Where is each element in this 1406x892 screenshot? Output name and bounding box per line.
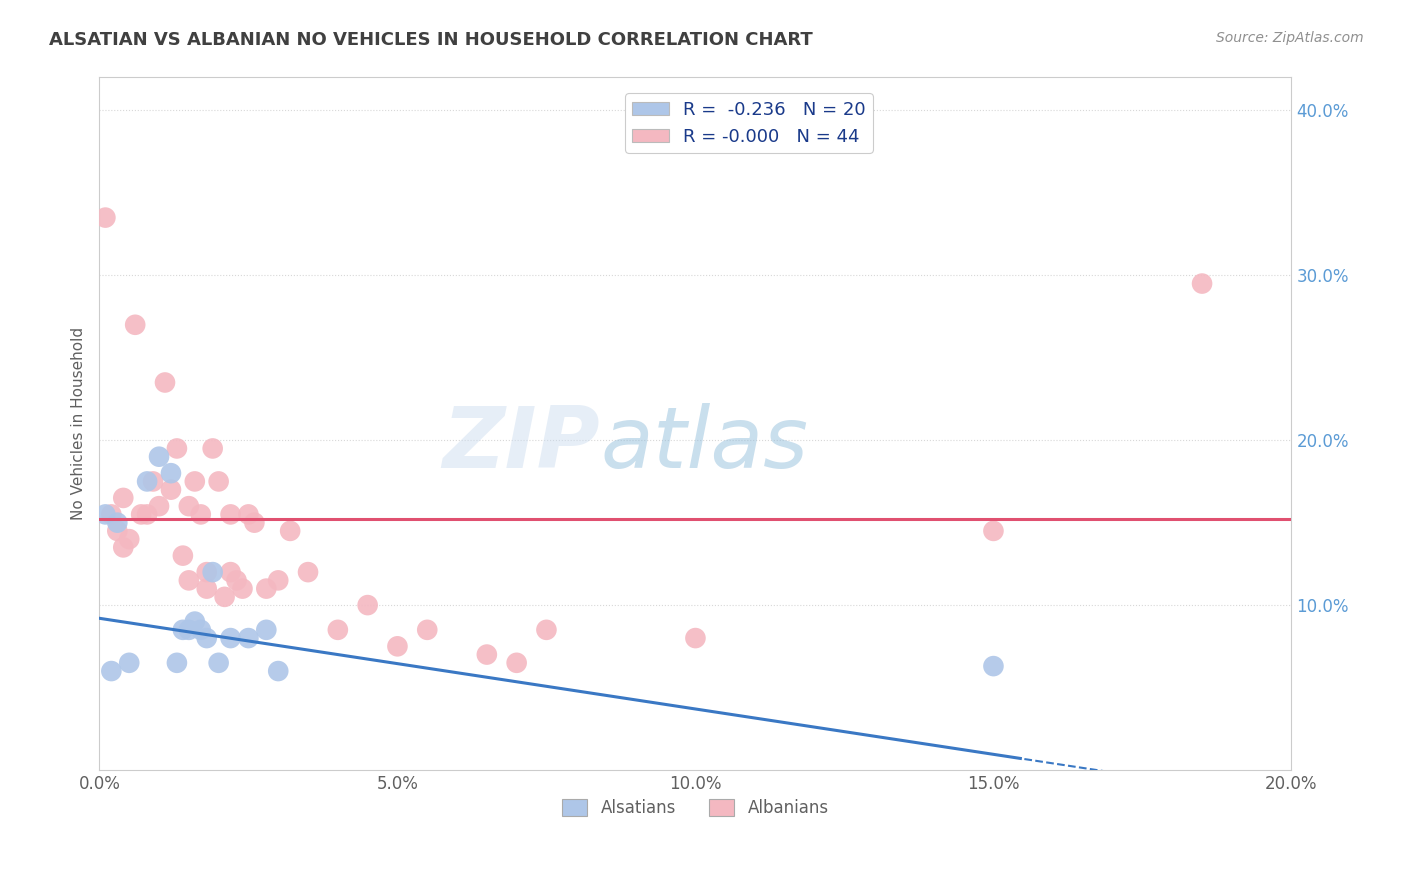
Point [297, 565, 319, 579]
Point [536, 623, 558, 637]
Point [208, 656, 231, 670]
Point [166, 656, 188, 670]
Point [172, 623, 194, 637]
Point [124, 318, 146, 332]
Point [94, 211, 117, 225]
Point [356, 598, 378, 612]
Point [105, 524, 128, 538]
Point [231, 582, 253, 596]
Point [118, 656, 141, 670]
Legend: Alsatians, Albanians: Alsatians, Albanians [555, 792, 835, 824]
Point [136, 508, 159, 522]
Point [177, 623, 200, 637]
Point [267, 664, 290, 678]
Point [100, 664, 122, 678]
Point [190, 623, 212, 637]
Point [105, 516, 128, 530]
Point [195, 565, 218, 579]
Point [685, 631, 707, 645]
Point [278, 524, 301, 538]
Point [416, 623, 439, 637]
Point [112, 491, 135, 505]
Point [153, 376, 176, 390]
Point [184, 475, 207, 489]
Point [219, 631, 242, 645]
Point [254, 623, 277, 637]
Y-axis label: No Vehicles in Household: No Vehicles in Household [72, 327, 86, 520]
Text: ZIP: ZIP [443, 403, 600, 486]
Point [475, 648, 498, 662]
Point [184, 615, 207, 629]
Text: atlas: atlas [600, 403, 808, 486]
Point [238, 631, 260, 645]
Point [254, 582, 277, 596]
Point [148, 450, 170, 464]
Point [219, 565, 242, 579]
Point [326, 623, 349, 637]
Point [201, 442, 224, 456]
Point [387, 640, 409, 654]
Point [238, 508, 260, 522]
Point [118, 532, 141, 546]
Point [208, 475, 231, 489]
Point [136, 475, 159, 489]
Point [195, 631, 218, 645]
Point [100, 508, 122, 522]
Point [172, 549, 194, 563]
Point [243, 516, 266, 530]
Point [219, 508, 242, 522]
Point [201, 565, 224, 579]
Point [166, 442, 188, 456]
Text: ALSATIAN VS ALBANIAN NO VEHICLES IN HOUSEHOLD CORRELATION CHART: ALSATIAN VS ALBANIAN NO VEHICLES IN HOUS… [49, 31, 813, 49]
Point [225, 574, 247, 588]
Point [983, 659, 1005, 673]
Point [983, 524, 1005, 538]
Point [177, 574, 200, 588]
Point [94, 508, 117, 522]
Point [267, 574, 290, 588]
Point [1191, 277, 1213, 291]
Point [142, 475, 165, 489]
Point [160, 483, 183, 497]
Point [148, 499, 170, 513]
Text: Source: ZipAtlas.com: Source: ZipAtlas.com [1216, 31, 1364, 45]
Point [214, 590, 236, 604]
Point [112, 541, 135, 555]
Point [177, 499, 200, 513]
Point [195, 582, 218, 596]
Point [129, 508, 152, 522]
Point [190, 508, 212, 522]
Point [505, 656, 527, 670]
Point [160, 466, 183, 480]
